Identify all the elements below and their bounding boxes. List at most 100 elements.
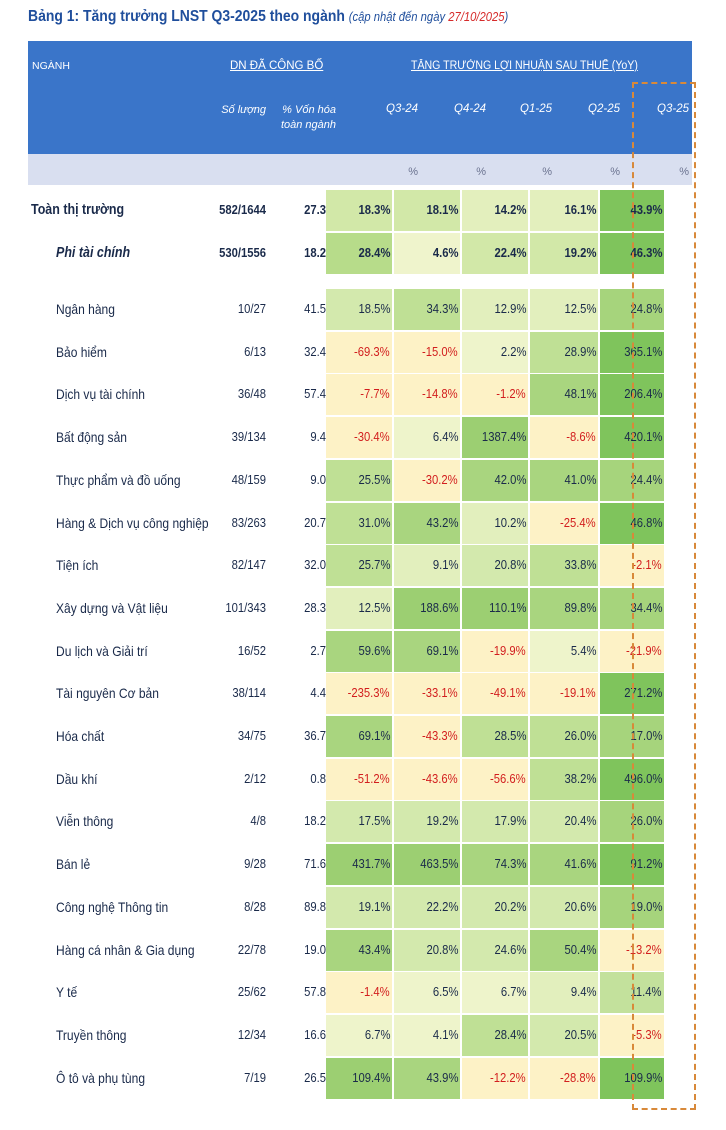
growth-cell-q1-25: 28.5%	[462, 716, 528, 757]
growth-cell-q4-24: 43.9%	[394, 1058, 460, 1099]
growth-cell-q3-24: -30.4%	[326, 417, 392, 458]
growth-value: 43.4%	[358, 943, 390, 957]
row-company-count: 36/48	[237, 387, 266, 401]
q3-25-highlight-frame	[632, 82, 696, 1110]
growth-value: 46.3%	[630, 246, 662, 260]
growth-value: 20.2%	[494, 900, 526, 914]
header-quarter-3: Q1-25	[520, 103, 552, 115]
growth-cell-q1-25: 24.6%	[462, 930, 528, 971]
row-company-count: 12/34	[237, 1028, 266, 1042]
table-row: Du lịch và Giải trí 16/52 2.7% 59.6% 69.1% -1…	[28, 631, 692, 672]
table-row: Bảo hiểm 6/13 32.4% -69.3% -15.0% 2.2% 28.9% 36…	[28, 332, 692, 373]
growth-cell-q1-25: 20.2%	[462, 887, 528, 928]
growth-cell-q3-24: 31.0%	[326, 503, 392, 544]
growth-value: 11.4%	[630, 985, 662, 999]
growth-value: 22.2%	[426, 900, 458, 914]
unit-label-5: %	[679, 166, 689, 178]
growth-value: -56.6%	[490, 772, 526, 786]
growth-cell-q4-24: 4.6%	[394, 233, 460, 274]
growth-value: 19.2%	[426, 814, 458, 828]
title-subtitle: (cập nhật đến ngày	[348, 10, 449, 24]
growth-cell-q2-25: 5.4%	[530, 631, 598, 672]
unit-label-3: %	[542, 166, 552, 178]
growth-cell-q3-24: 12.5%	[326, 588, 392, 629]
growth-value: -30.2%	[422, 473, 458, 487]
growth-value: 43.9%	[426, 1071, 458, 1085]
title-main: Bảng 1: Tăng trưởng LNST Q3-2025 theo ng…	[28, 8, 345, 25]
growth-cell-q4-24: -43.6%	[394, 759, 460, 800]
growth-value: -30.4%	[354, 430, 390, 444]
growth-value: 6.7%	[500, 985, 526, 999]
growth-cell-q2-25: 33.8%	[530, 545, 598, 586]
growth-cell-q4-24: 20.8%	[394, 930, 460, 971]
growth-cell-q2-25: 28.9%	[530, 332, 598, 373]
row-company-count: 39/134	[231, 430, 266, 444]
growth-value: 24.6%	[494, 943, 526, 957]
table-row: Bất động sản 39/134 9.4% -30.4% 6.4% 1387.4% -…	[28, 417, 692, 458]
row-sector-name: Xây dựng và Vật liệu	[56, 600, 168, 616]
growth-cell-q4-24: 69.1%	[394, 631, 460, 672]
growth-cell-q3-24: -1.4%	[326, 972, 392, 1013]
growth-value: 42.0%	[494, 473, 526, 487]
growth-cell-q2-25: 12.5%	[530, 289, 598, 330]
table-row: Y tế 25/62 57.8% -1.4% 6.5% 6.7% 9.4% 11.4%	[28, 972, 692, 1013]
growth-value: 463.5%	[419, 857, 458, 871]
growth-value: -8.6%	[566, 430, 596, 444]
growth-value: -33.1%	[422, 686, 458, 700]
table-row: Tài nguyên Cơ bản 38/114 4.4% -235.3% -33.1%…	[28, 673, 692, 714]
header-quarter-4: Q2-25	[588, 103, 620, 115]
growth-value: -43.3%	[422, 729, 458, 743]
growth-value: 43.9%	[630, 203, 662, 217]
growth-value: -7.7%	[360, 387, 390, 401]
title-date: 27/10/2025	[448, 10, 505, 24]
growth-cell-q1-25: 6.7%	[462, 972, 528, 1013]
growth-cell-q4-24: -14.8%	[394, 374, 460, 415]
row-sector-name: Truyền thông	[56, 1027, 127, 1043]
table-row: Công nghệ Thông tin 8/28 89.8% 19.1% 22.2% 20…	[28, 887, 692, 928]
growth-value: -12.2%	[490, 1071, 526, 1085]
growth-value: 6.7%	[364, 1028, 390, 1042]
table-row: Dầu khí 2/12 0.8% -51.2% -43.6% -56.6% 38.2% 49…	[28, 759, 692, 800]
growth-cell-q4-24: 34.3%	[394, 289, 460, 330]
growth-value: 18.5%	[358, 302, 390, 316]
growth-value: -69.3%	[354, 345, 390, 359]
row-company-count: 82/147	[231, 558, 266, 572]
growth-value: 28.4%	[358, 246, 390, 260]
growth-cell-q4-24: -43.3%	[394, 716, 460, 757]
row-company-count: 530/1556	[219, 246, 266, 260]
growth-cell-q2-25: 26.0%	[530, 716, 598, 757]
growth-value: 28.5%	[494, 729, 526, 743]
row-sector-name: Viễn thông	[56, 813, 114, 829]
header-quarter-2: Q4-24	[454, 103, 486, 115]
growth-value: 69.1%	[358, 729, 390, 743]
growth-value: 19.2%	[564, 246, 596, 260]
growth-cell-q3-24: -69.3%	[326, 332, 392, 373]
growth-cell-q1-25: -56.6%	[462, 759, 528, 800]
table-row: Tiện ích 82/147 32.0% 25.7% 9.1% 20.8% 33.8% -2…	[28, 545, 692, 586]
growth-cell-q3-24: 6.7%	[326, 1015, 392, 1056]
growth-cell-q2-25: -28.8%	[530, 1058, 598, 1099]
growth-value: 33.8%	[564, 558, 596, 572]
row-company-count: 10/27	[237, 302, 266, 316]
growth-value: 431.7%	[351, 857, 390, 871]
growth-value: 6.5%	[432, 985, 458, 999]
row-sector-name: Thực phẩm và đồ uống	[56, 472, 181, 488]
growth-cell-q4-24: 9.1%	[394, 545, 460, 586]
growth-value: 89.8%	[564, 601, 596, 615]
growth-value: -19.1%	[560, 686, 596, 700]
growth-value: -13.2%	[626, 943, 662, 957]
header-quarter-1: Q3-24	[386, 103, 418, 115]
growth-cell-q3-24: -235.3%	[326, 673, 392, 714]
growth-cell-q2-25: 50.4%	[530, 930, 598, 971]
row-company-count: 48/159	[231, 473, 266, 487]
row-sector-name: Toàn thị trường	[31, 202, 125, 218]
growth-cell-q3-24: 19.1%	[326, 887, 392, 928]
growth-cell-q1-25: 12.9%	[462, 289, 528, 330]
growth-value: 19.1%	[358, 900, 390, 914]
row-sector-name: Du lịch và Giải trí	[56, 643, 148, 659]
growth-cell-q1-25: 2.2%	[462, 332, 528, 373]
growth-value: -2.1%	[632, 558, 662, 572]
growth-cell-q4-24: 6.4%	[394, 417, 460, 458]
row-sector-name: Ô tô và phụ tùng	[56, 1070, 146, 1086]
growth-value: 20.8%	[426, 943, 458, 957]
